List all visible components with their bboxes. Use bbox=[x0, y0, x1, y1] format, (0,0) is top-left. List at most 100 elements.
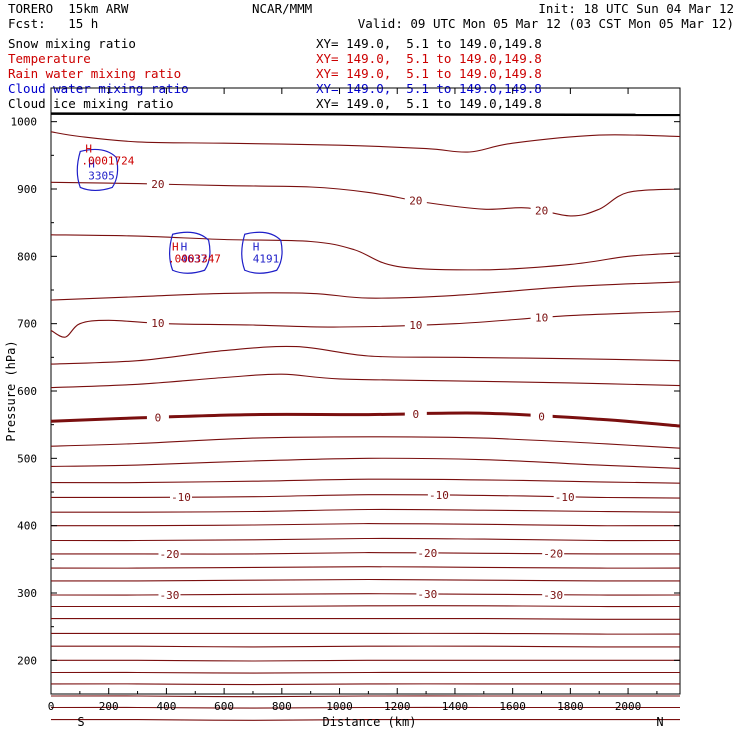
y-tick-label: 1000 bbox=[11, 116, 38, 129]
temperature-contour bbox=[50, 537, 681, 542]
contour-label-bg bbox=[530, 204, 553, 217]
contour-label-bg bbox=[530, 311, 553, 324]
xy-temperature: XY= 149.0, 5.1 to 149.0,149.8 bbox=[316, 51, 542, 66]
contour-label: 0 bbox=[413, 408, 420, 421]
cloud-water-max-value: 4637 bbox=[181, 252, 208, 265]
contour-label-bg bbox=[542, 547, 565, 560]
x-tick-label: 600 bbox=[214, 700, 234, 713]
cloud-water-contour bbox=[169, 231, 211, 274]
temperature-contour bbox=[50, 345, 681, 365]
temperature-contour bbox=[51, 632, 681, 635]
contour-label: 10 bbox=[151, 317, 164, 330]
field-cloud-ice: Cloud ice mixing ratio bbox=[8, 96, 174, 111]
cloud-water-contour bbox=[76, 148, 119, 192]
contour-label-bg bbox=[404, 318, 427, 331]
y-tick-label: 800 bbox=[17, 250, 37, 263]
temperature-contour bbox=[50, 411, 681, 428]
temperature-contour bbox=[51, 552, 681, 555]
contour-label-bg bbox=[416, 588, 439, 601]
x-tick-label: 400 bbox=[156, 700, 176, 713]
x-tick-label: 1000 bbox=[326, 700, 353, 713]
temperature-contour bbox=[50, 131, 681, 153]
contour-label: 10 bbox=[409, 319, 422, 332]
cloud-water-contour bbox=[241, 231, 283, 274]
contour-label: -30 bbox=[417, 588, 437, 601]
temperature-contour bbox=[50, 373, 681, 389]
rain-water-max-marker: H bbox=[172, 240, 179, 253]
contour-label-bg bbox=[553, 490, 576, 503]
y-axis-label: Pressure (hPa) bbox=[4, 340, 18, 441]
temperature-contour bbox=[50, 659, 680, 662]
contour-label: -20 bbox=[543, 548, 563, 561]
contour-label-bg bbox=[146, 317, 169, 330]
temperature-contour bbox=[50, 706, 680, 709]
contour-label-bg bbox=[404, 194, 427, 207]
y-tick-label: 200 bbox=[17, 654, 37, 667]
y-tick-label: 300 bbox=[17, 587, 37, 600]
temperature-contour bbox=[50, 234, 681, 271]
contour-label: 20 bbox=[535, 205, 548, 218]
x-axis-label: Distance (km) bbox=[323, 715, 417, 729]
x-tick-label: 1800 bbox=[557, 700, 584, 713]
rain-water-max-marker: H bbox=[85, 143, 92, 156]
temperature-contour bbox=[50, 523, 681, 527]
y-tick-label: 600 bbox=[17, 385, 37, 398]
contour-label: -10 bbox=[429, 489, 449, 502]
xy-snow: XY= 149.0, 5.1 to 149.0,149.8 bbox=[316, 36, 542, 51]
contour-label-bg bbox=[158, 588, 181, 601]
x-tick-label: 1400 bbox=[442, 700, 469, 713]
north-label: N bbox=[656, 715, 663, 729]
init-label: Init: 18 UTC Sun 04 Mar 12 bbox=[538, 1, 734, 16]
x-tick-label: 200 bbox=[99, 700, 119, 713]
cloud-water-max-value: 3305 bbox=[88, 169, 115, 182]
temperature-contour bbox=[50, 494, 681, 499]
temperature-contour bbox=[50, 671, 680, 674]
temperature-contour bbox=[50, 645, 681, 648]
temperature-contour bbox=[50, 181, 681, 217]
cloud-water-max-marker: H bbox=[181, 240, 188, 253]
cloud-water-max-value: 4191 bbox=[253, 252, 279, 265]
temperature-contour bbox=[50, 457, 681, 469]
contour-label-bg bbox=[542, 588, 565, 601]
temperature-contour bbox=[50, 310, 681, 338]
contour-label: 0 bbox=[155, 411, 162, 424]
contour-label-bg bbox=[404, 408, 427, 421]
x-tick-label: 0 bbox=[48, 700, 55, 713]
contour-label: -30 bbox=[543, 589, 563, 602]
temperature-contour bbox=[50, 683, 680, 686]
rain-water-max-value: .0003347 bbox=[168, 252, 221, 265]
temperature-contour bbox=[50, 478, 681, 484]
contour-label: 20 bbox=[409, 195, 422, 208]
contour-label: 0 bbox=[538, 410, 545, 423]
contour-label: 20 bbox=[151, 178, 164, 191]
x-tick-label: 1600 bbox=[499, 700, 526, 713]
model-label: TORERO 15km ARW bbox=[8, 1, 129, 16]
y-tick-label: 500 bbox=[17, 452, 37, 465]
contour-label: 10 bbox=[535, 312, 548, 325]
y-tick-label: 900 bbox=[17, 183, 37, 196]
contour-label: -30 bbox=[160, 589, 180, 602]
plot-frame bbox=[50, 87, 681, 695]
xy-rain: XY= 149.0, 5.1 to 149.0,149.8 bbox=[316, 66, 542, 81]
x-tick-label: 2000 bbox=[615, 700, 642, 713]
y-tick-label: 700 bbox=[17, 318, 37, 331]
temperature-contour bbox=[50, 566, 681, 569]
temperature-contour bbox=[50, 578, 681, 582]
temperature-contour bbox=[50, 436, 681, 449]
south-label: S bbox=[77, 715, 84, 729]
temperature-contour bbox=[51, 618, 681, 620]
temperature-contour bbox=[50, 593, 681, 596]
temperature-contour bbox=[50, 695, 680, 698]
contour-label: -10 bbox=[555, 491, 575, 504]
contour-label-bg bbox=[416, 546, 439, 559]
temperature-contour bbox=[50, 508, 681, 513]
cloud-water-max-marker: H bbox=[253, 240, 260, 253]
ground-line bbox=[50, 112, 681, 117]
x-tick-label: 800 bbox=[272, 700, 292, 713]
temperature-contour bbox=[50, 281, 681, 301]
fcst-label: Fcst: 15 h bbox=[8, 16, 99, 31]
contour-label-bg bbox=[530, 410, 553, 423]
rain-water-max-value: .0001724 bbox=[81, 155, 134, 168]
field-snow: Snow mixing ratio bbox=[8, 36, 136, 51]
